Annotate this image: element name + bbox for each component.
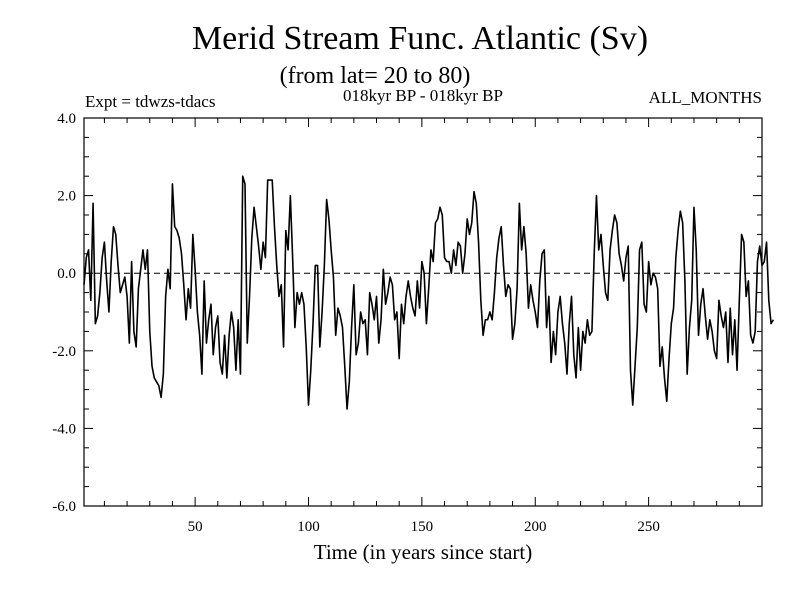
y-tick-label: -4.0 bbox=[52, 421, 76, 437]
y-tick-label: -2.0 bbox=[52, 344, 76, 360]
y-axis-tick-labels: -6.0 -4.0 -2.0 0.0 2.0 4.0 bbox=[52, 111, 76, 515]
months-label: ALL_MONTHS bbox=[649, 88, 762, 107]
y-tick-label: 4.0 bbox=[57, 111, 76, 127]
series-line bbox=[83, 175, 775, 410]
x-axis-label: Time (in years since start) bbox=[314, 540, 533, 564]
x-tick-label: 250 bbox=[637, 519, 660, 535]
series-group bbox=[83, 175, 775, 410]
x-tick-label: 200 bbox=[524, 519, 547, 535]
y-axis-ticks bbox=[84, 117, 762, 507]
experiment-label: Expt = tdwzs-tdacs bbox=[85, 92, 215, 111]
chart-title: Merid Stream Func. Atlantic (Sv) bbox=[192, 20, 648, 57]
x-axis-tick-labels: 50 100 150 200 250 bbox=[188, 519, 660, 535]
chart-subtitle: (from lat= 20 to 80) bbox=[280, 63, 471, 89]
y-tick-label: -6.0 bbox=[52, 499, 76, 515]
y-tick-label: 0.0 bbox=[57, 266, 76, 282]
x-tick-label: 150 bbox=[411, 519, 434, 535]
x-axis-ticks bbox=[103, 118, 740, 506]
y-tick-label: 2.0 bbox=[57, 189, 76, 205]
period-label: 018kyr BP - 018kyr BP bbox=[343, 86, 503, 105]
x-tick-label: 100 bbox=[297, 519, 320, 535]
x-tick-label: 50 bbox=[188, 519, 203, 535]
